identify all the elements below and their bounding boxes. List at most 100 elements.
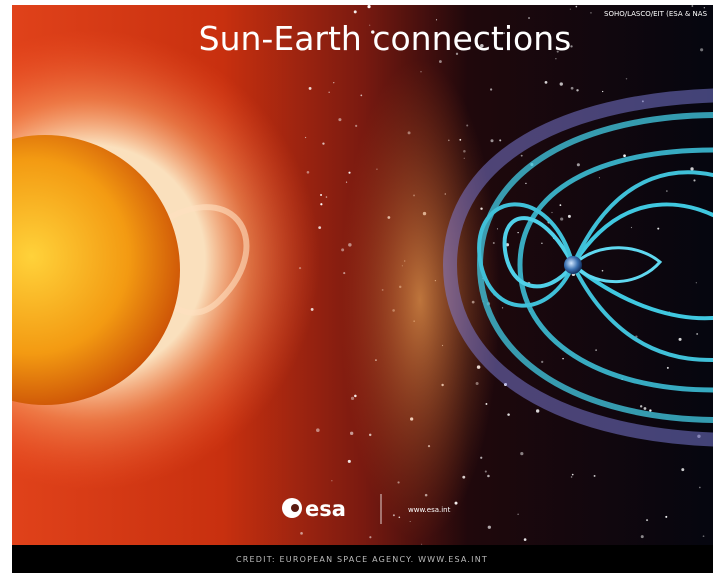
star (567, 214, 571, 218)
star (325, 196, 328, 198)
star (367, 5, 371, 9)
star (328, 91, 330, 93)
logo-text: esa (305, 497, 346, 521)
star (480, 43, 484, 48)
star (496, 228, 498, 230)
star (681, 468, 685, 472)
star (575, 5, 578, 8)
star (480, 456, 483, 459)
sun (12, 135, 180, 405)
star (693, 179, 696, 182)
star (665, 515, 668, 518)
star (702, 535, 705, 538)
star (350, 431, 354, 436)
star (646, 519, 649, 522)
star (353, 10, 357, 14)
star (300, 532, 303, 535)
star (320, 194, 323, 196)
star (695, 282, 697, 284)
star (570, 45, 573, 48)
star (559, 204, 562, 207)
star (355, 124, 358, 127)
star (523, 538, 527, 541)
star (345, 181, 348, 183)
star (696, 333, 699, 335)
logo-url: www.esa.int (408, 506, 451, 514)
star (435, 19, 438, 21)
star (639, 405, 643, 408)
star (541, 360, 544, 364)
star (487, 525, 491, 529)
footer-credit: CREDIT: EUROPEAN SPACE AGENCY. WWW.ESA.I… (236, 555, 488, 564)
star (520, 451, 524, 456)
star (593, 474, 596, 477)
star (703, 7, 705, 9)
star (503, 32, 505, 34)
star (560, 217, 564, 221)
star (347, 459, 351, 463)
star (640, 535, 644, 539)
esa-logo: esa www.esa.int (282, 494, 451, 524)
star (590, 12, 592, 14)
star (318, 226, 322, 230)
image-credit: SOHO/LASCO/EIT (ESA & NAS (604, 10, 708, 18)
star (369, 536, 372, 539)
star (625, 78, 628, 80)
star (333, 81, 335, 84)
star (555, 58, 557, 60)
star (576, 163, 580, 167)
earth (564, 256, 582, 274)
star (528, 17, 530, 19)
footer-bar (12, 545, 713, 573)
star (699, 486, 701, 489)
star (598, 177, 600, 179)
star (507, 413, 510, 416)
star (630, 226, 633, 229)
star (320, 203, 323, 206)
star (306, 170, 310, 174)
star (322, 142, 325, 145)
star (490, 139, 494, 143)
star (601, 269, 604, 272)
star (371, 30, 375, 34)
star (348, 171, 351, 174)
star (570, 86, 574, 90)
star (544, 81, 548, 84)
star (487, 474, 490, 478)
star (520, 154, 523, 157)
star (421, 543, 423, 545)
star (316, 428, 320, 432)
star (517, 231, 519, 234)
logo-mark-inner (291, 504, 299, 512)
star (541, 242, 543, 244)
star (678, 337, 682, 341)
star (304, 136, 307, 139)
star (666, 190, 668, 192)
solar-wind-plume (340, 60, 500, 540)
star (643, 407, 647, 410)
star (360, 94, 363, 97)
illustration (12, 5, 713, 545)
star (525, 182, 527, 185)
star (369, 24, 371, 26)
star (691, 5, 694, 7)
star (595, 349, 597, 352)
star (551, 211, 553, 214)
star (569, 8, 571, 10)
star (562, 357, 564, 360)
star (556, 50, 559, 53)
star (576, 89, 579, 92)
star (517, 513, 519, 515)
star (570, 476, 573, 478)
star (499, 139, 502, 142)
slide-title: Sun-Earth connections (199, 19, 572, 58)
star (501, 307, 504, 309)
star (484, 470, 487, 473)
star (308, 86, 312, 90)
star (571, 473, 574, 476)
star (666, 366, 669, 369)
star (455, 52, 459, 56)
star (535, 409, 540, 413)
